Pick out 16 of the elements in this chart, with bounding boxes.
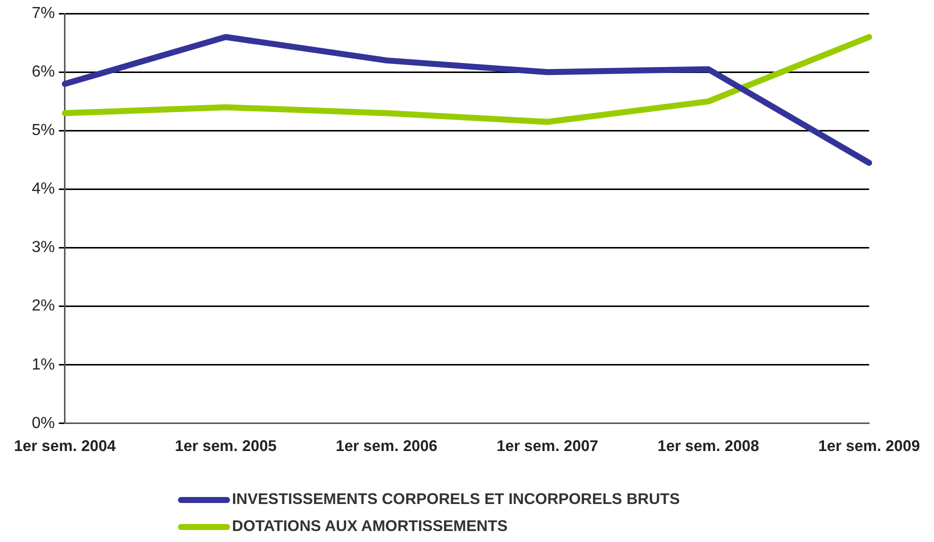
y-tick-label: 1% bbox=[32, 356, 55, 374]
x-tick-label: 1er sem. 2008 bbox=[657, 438, 760, 455]
legend-label: DOTATIONS AUX AMORTISSEMENTS bbox=[232, 518, 508, 536]
legend-label: INVESTISSEMENTS CORPORELS ET INCORPORELS BRUTS bbox=[232, 490, 680, 508]
x-tick-label: 1er sem. 2005 bbox=[174, 438, 277, 455]
y-tick-label: 4% bbox=[32, 180, 55, 198]
y-tick-label: 7% bbox=[32, 5, 55, 22]
x-tick-label: 1er sem. 2006 bbox=[336, 438, 438, 455]
x-tick-label: 1er sem. 2004 bbox=[14, 438, 116, 455]
y-tick-label: 0% bbox=[32, 414, 55, 432]
y-tick-label: 2% bbox=[32, 298, 55, 315]
x-tick-label: 1er sem. 2009 bbox=[818, 438, 920, 455]
y-tick-label: 5% bbox=[32, 122, 55, 140]
y-tick-label: 6% bbox=[32, 64, 55, 81]
x-tick-label: 1er sem. 2007 bbox=[496, 438, 598, 455]
y-tick-label: 3% bbox=[32, 239, 55, 256]
